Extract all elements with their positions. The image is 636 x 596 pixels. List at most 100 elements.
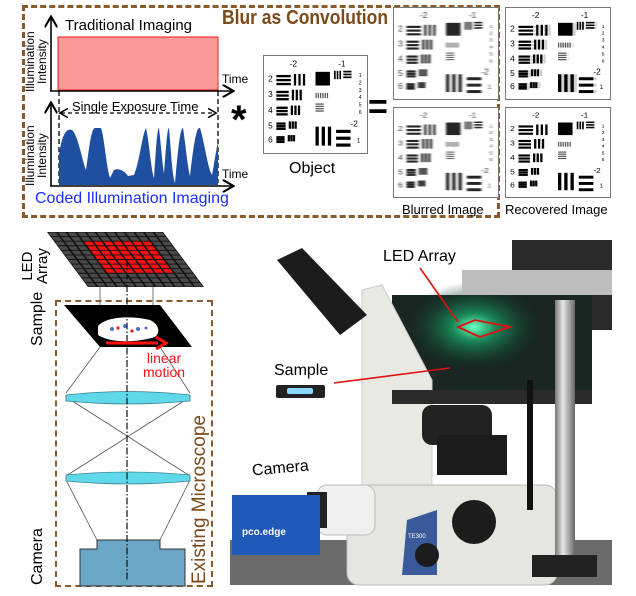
led-cell (55, 241, 66, 246)
led-cell (114, 269, 125, 273)
led-cell (72, 264, 83, 269)
target-small-label: 3 (602, 38, 605, 44)
led-cell (97, 246, 108, 250)
target-element-label: 5 (510, 69, 515, 78)
photo-led-label: LED Array (383, 248, 456, 265)
led-cell (139, 250, 150, 255)
target-group-label: -1 (581, 11, 589, 20)
target-group-label: -2 (532, 111, 540, 120)
target-group-label: -2 (481, 166, 489, 175)
top-time-label: Time (222, 72, 249, 86)
led-cell (119, 250, 131, 255)
led-cell (80, 237, 92, 241)
tube-lens (65, 471, 191, 485)
camera-body (79, 539, 186, 587)
led-cell (152, 269, 164, 273)
led-cell (81, 264, 93, 269)
led-cell (115, 232, 127, 237)
target-group-label: -1 (469, 11, 477, 20)
led-cell (81, 250, 92, 255)
led-cell (162, 255, 173, 260)
led-array-label: LED Array (19, 248, 51, 284)
traditional-illumination-bar (57, 36, 219, 91)
support-pillar (555, 300, 575, 560)
target-small-label: 5 (490, 151, 493, 157)
existing-microscope-label: Existing Microscope (189, 415, 210, 584)
target-group-label: -2 (420, 11, 428, 20)
target-small-label: 6 (490, 157, 493, 163)
target-small-label: 4 (359, 95, 362, 101)
target-small-label: 3 (359, 88, 362, 94)
blurred-target-2: 2 3 4 5 6 -2 -1 1 2 3 4 5 6 -2 1 (393, 107, 499, 198)
led-cell (48, 232, 59, 237)
led-cell (68, 259, 80, 264)
led-cell (158, 237, 169, 241)
target-small-label: 5 (490, 52, 493, 58)
target-element-label: 2 (268, 73, 273, 83)
target-element-label: 4 (510, 153, 515, 162)
target-small-label: 5 (602, 151, 605, 157)
led-cell (155, 246, 166, 250)
led-cell (146, 273, 158, 278)
bottom-time-label: Time (222, 167, 249, 181)
top-y-label: Illumination Intensity (23, 31, 49, 92)
led-cell (117, 273, 129, 278)
led-cell (92, 278, 103, 282)
led-cell (178, 264, 190, 269)
ray (65, 396, 191, 477)
target-group-label: -2 (532, 11, 540, 20)
target-small-label: 2 (602, 130, 605, 136)
led-cell (142, 255, 154, 260)
led-cell (192, 282, 203, 287)
led-cell (172, 269, 183, 273)
target-small-label: 3 (602, 137, 605, 143)
led-cell (61, 250, 73, 255)
led-array (47, 232, 204, 287)
led-cell (139, 264, 151, 269)
target-group-label: -1 (469, 111, 477, 120)
led-board (47, 232, 204, 287)
led-cell (130, 264, 141, 269)
focus-knob (452, 500, 496, 544)
sample-pointer-line (333, 367, 451, 384)
target-small-label: 6 (602, 157, 605, 163)
bottom-y-label: Illumination Intensity (23, 125, 49, 186)
led-cell (117, 259, 128, 264)
target-element-label: 1 (600, 183, 604, 189)
led-cell (175, 273, 187, 278)
led-cell (154, 232, 166, 237)
target-group-label: -2 (351, 119, 359, 129)
led-cell (71, 237, 82, 241)
objective-lens (65, 391, 191, 405)
target-small-label: 1 (602, 24, 605, 30)
led-cell (125, 232, 137, 237)
target-element-label: 3 (268, 89, 273, 99)
target-element-label: 1 (600, 84, 604, 91)
target-small-label: 4 (602, 45, 605, 51)
target-small-label: 4 (602, 144, 605, 150)
target-small-label: 4 (490, 144, 493, 150)
led-cell (88, 259, 99, 264)
target-small-label: 5 (359, 103, 362, 109)
equals-symbol: = (368, 88, 388, 126)
led-cell (182, 282, 194, 287)
led-cell (121, 278, 132, 282)
led-cell (119, 237, 130, 241)
led-cell (143, 282, 155, 287)
led-cell (166, 273, 177, 278)
led-cell (85, 269, 96, 273)
led-cell (159, 264, 170, 269)
linear-motion-label: linear motion (143, 351, 185, 379)
specimen-cells (110, 324, 148, 331)
led-cell (155, 259, 167, 264)
target-small-label: 6 (490, 59, 493, 65)
motion-arrow-head (155, 335, 169, 351)
target-small-label: 2 (602, 31, 605, 37)
led-cell (138, 237, 150, 241)
led-cell (126, 259, 138, 264)
sample-label: Sample (29, 291, 46, 346)
led-cell (78, 259, 89, 264)
led-cell (84, 255, 96, 260)
panel-title: Blur as Convolution (222, 7, 388, 29)
target-element-label: 6 (510, 181, 515, 190)
